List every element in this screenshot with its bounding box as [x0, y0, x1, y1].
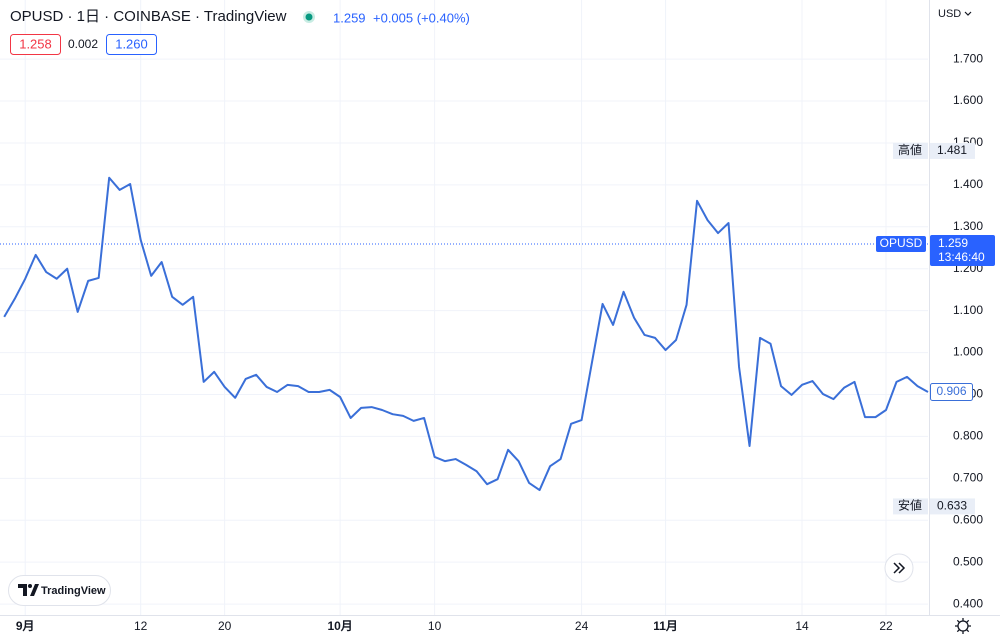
- price-change: +0.005 (+0.40%): [373, 10, 470, 25]
- bid-box[interactable]: [10, 34, 61, 55]
- x-tick-label: 22: [879, 619, 893, 633]
- low-tag-value-bg: [930, 498, 975, 515]
- currency[interactable]: USD: [938, 8, 961, 20]
- price-tag-value: 1.259: [938, 236, 968, 250]
- high-tag-label: 高値: [898, 142, 922, 157]
- low-tag-bg: [893, 498, 928, 515]
- price-tag: [930, 234, 995, 266]
- close-tag: [930, 382, 973, 401]
- symbol-name: OPUSD: [880, 236, 923, 250]
- logo-box[interactable]: [8, 575, 111, 606]
- price-line: [3, 176, 929, 492]
- x-tick-label: 14: [795, 619, 809, 633]
- high-tag-bg: [893, 142, 928, 159]
- x-tick-label: 9月: [16, 619, 35, 633]
- price-tag-time: 13:46:40: [938, 250, 985, 264]
- high-tag-value-bg: [930, 142, 975, 159]
- high-tag-value: 1.481: [937, 143, 967, 157]
- status-dot: [305, 13, 313, 21]
- logo-icon: [18, 584, 39, 596]
- plot: [3, 176, 929, 492]
- x-tick-label: 10月: [327, 619, 352, 633]
- y-tick-label: 1.400: [953, 177, 983, 191]
- x-tick-label: 11月: [653, 619, 678, 633]
- logo-dot: [28, 584, 32, 588]
- symbol-tag: [876, 235, 926, 252]
- x-tick-label: 10: [428, 619, 442, 633]
- spread: 0.002: [68, 37, 98, 51]
- y-tick-label: 0.600: [953, 512, 983, 526]
- ask: 1.260: [115, 36, 148, 51]
- currency-caret: [964, 11, 972, 16]
- chart-title: OPUSD · 1日 · COINBASE · TradingView: [10, 8, 287, 25]
- y-tick-label: 1.600: [953, 93, 983, 107]
- close-tag-value: 0.906: [936, 384, 966, 398]
- x-tick-label: 20: [218, 619, 232, 633]
- low-tag-label: 安値: [898, 498, 922, 513]
- y-tick-label: 1.700: [953, 51, 983, 65]
- grid: [0, 0, 928, 615]
- scroll-icon: [893, 562, 906, 574]
- ask-box[interactable]: [106, 34, 157, 55]
- logo-text: TradingView: [41, 585, 106, 597]
- y-tick-label: 1.100: [953, 303, 983, 317]
- y-tick-label: 0.400: [953, 596, 983, 610]
- y-tick-label: 0.500: [953, 554, 983, 568]
- low-tag-value: 0.633: [937, 499, 967, 513]
- bid: 1.258: [19, 36, 52, 51]
- y-tick-label: 1.000: [953, 345, 983, 359]
- last-price: 1.259: [333, 10, 366, 25]
- settings-teeth: [955, 618, 971, 634]
- y-tick-label: 0.700: [953, 471, 983, 485]
- x-tick-label: 12: [134, 619, 148, 633]
- y-tick-label: 1.300: [953, 219, 983, 233]
- x-tick-label: 24: [575, 619, 589, 633]
- y-tick-label: 0.800: [953, 429, 983, 443]
